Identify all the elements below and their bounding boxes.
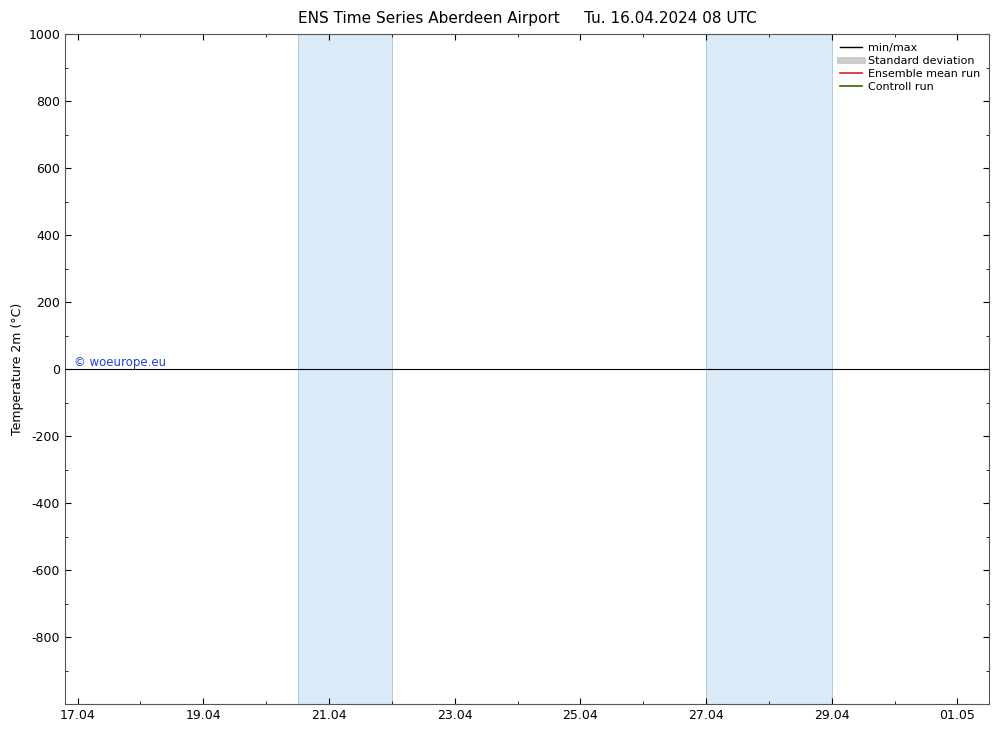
Y-axis label: Temperature 2m (°C): Temperature 2m (°C) xyxy=(11,303,24,435)
Title: ENS Time Series Aberdeen Airport     Tu. 16.04.2024 08 UTC: ENS Time Series Aberdeen Airport Tu. 16.… xyxy=(298,11,756,26)
Text: © woeurope.eu: © woeurope.eu xyxy=(74,356,166,369)
Legend: min/max, Standard deviation, Ensemble mean run, Controll run: min/max, Standard deviation, Ensemble me… xyxy=(837,40,983,95)
Bar xyxy=(706,34,832,704)
Bar xyxy=(298,34,392,704)
